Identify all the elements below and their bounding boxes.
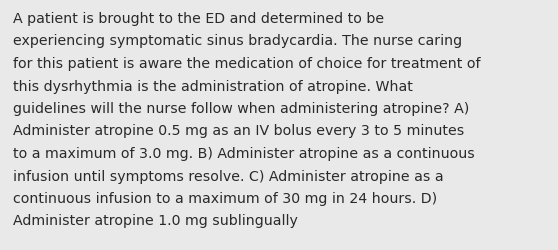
Text: continuous infusion to a maximum of 30 mg in 24 hours. D): continuous infusion to a maximum of 30 m… bbox=[13, 191, 437, 205]
Text: Administer atropine 1.0 mg sublingually: Administer atropine 1.0 mg sublingually bbox=[13, 214, 298, 228]
Text: experiencing symptomatic sinus bradycardia. The nurse caring: experiencing symptomatic sinus bradycard… bbox=[13, 34, 462, 48]
Text: for this patient is aware the medication of choice for treatment of: for this patient is aware the medication… bbox=[13, 57, 480, 71]
Text: infusion until symptoms resolve. C) Administer atropine as a: infusion until symptoms resolve. C) Admi… bbox=[13, 169, 444, 183]
Text: Administer atropine 0.5 mg as an IV bolus every 3 to 5 minutes: Administer atropine 0.5 mg as an IV bolu… bbox=[13, 124, 464, 138]
Text: this dysrhythmia is the administration of atropine. What: this dysrhythmia is the administration o… bbox=[13, 79, 413, 93]
Text: A patient is brought to the ED and determined to be: A patient is brought to the ED and deter… bbox=[13, 12, 384, 26]
Text: guidelines will the nurse follow when administering atropine? A): guidelines will the nurse follow when ad… bbox=[13, 102, 469, 116]
Text: to a maximum of 3.0 mg. B) Administer atropine as a continuous: to a maximum of 3.0 mg. B) Administer at… bbox=[13, 146, 475, 160]
